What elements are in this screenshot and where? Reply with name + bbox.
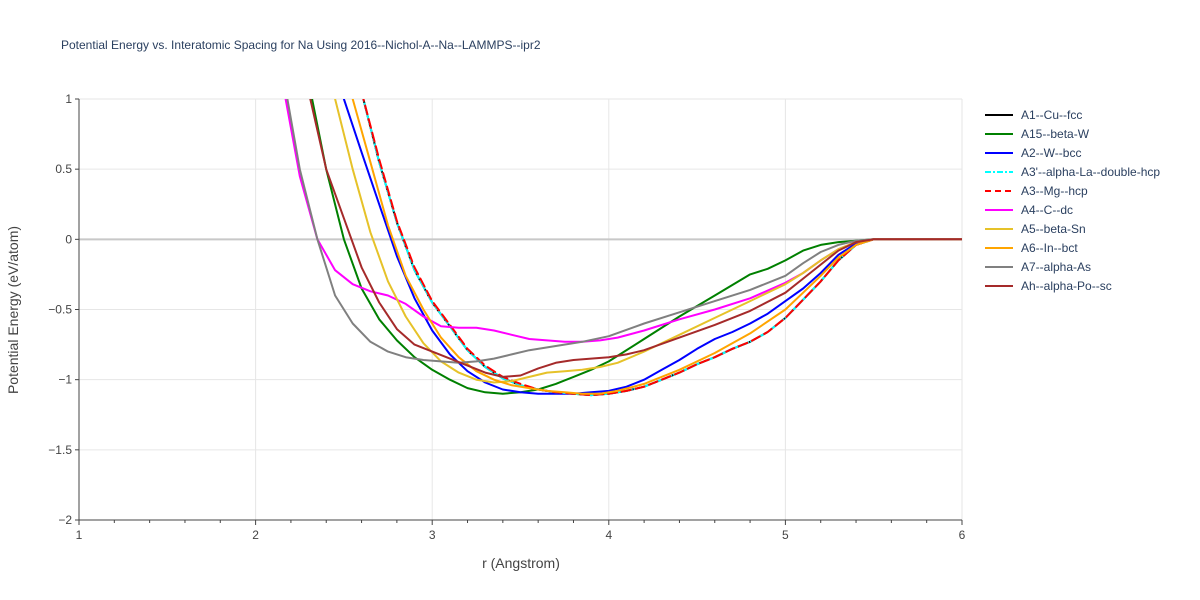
- legend-label: A7--alpha-As: [1021, 259, 1092, 274]
- x-tick-label: 2: [252, 528, 259, 542]
- legend-item[interactable]: A1--Cu--fcc: [984, 105, 1160, 124]
- legend-item[interactable]: A3--Mg--hcp: [984, 181, 1160, 200]
- y-tick-label: −2: [58, 513, 72, 527]
- x-axis-title: r (Angstrom): [482, 555, 560, 571]
- series-line-4: [362, 99, 962, 397]
- x-tick-label: 4: [605, 528, 612, 542]
- legend-label: A2--W--bcc: [1021, 145, 1082, 160]
- legend-label: A1--Cu--fcc: [1021, 107, 1083, 122]
- legend-label: A3'--alpha-La--double-hcp: [1021, 164, 1161, 179]
- legend-swatch: [984, 208, 1014, 212]
- series-line-9: [309, 99, 962, 378]
- legend-swatch: [984, 132, 1014, 136]
- legend-label: A4--C--dc: [1021, 202, 1074, 217]
- legend-label: A5--beta-Sn: [1021, 221, 1086, 236]
- legend-item[interactable]: A15--beta-W: [984, 124, 1160, 143]
- y-tick-label: 1: [65, 92, 72, 106]
- y-axis-title: Potential Energy (eV/atom): [5, 226, 21, 394]
- y-tick-label: −0.5: [48, 303, 72, 317]
- y-tick-label: −1: [58, 373, 72, 387]
- legend-item[interactable]: A7--alpha-As: [984, 257, 1160, 276]
- legend-swatch: [984, 189, 1014, 193]
- legend-swatch: [984, 170, 1014, 174]
- y-tick-label: −1.5: [48, 443, 72, 457]
- legend-item[interactable]: A6--In--bct: [984, 238, 1160, 257]
- legend-item[interactable]: A4--C--dc: [984, 200, 1160, 219]
- x-tick-label: 6: [959, 528, 966, 542]
- grid-lines: [79, 98, 963, 521]
- legend-item[interactable]: Ah--alpha-Po--sc: [984, 276, 1160, 295]
- legend: A1--Cu--fcc A15--beta-W A2--W--bcc A3'--alp…: [984, 105, 1160, 295]
- series-line-1: [311, 99, 962, 395]
- legend-item[interactable]: A3'--alpha-La--double-hcp: [984, 162, 1160, 181]
- legend-swatch: [984, 284, 1014, 288]
- legend-swatch: [984, 265, 1014, 269]
- axes: 1 2 3 4 5 6 −2 −1.5 −1 −0.5 0 0.5 1: [48, 92, 965, 542]
- legend-swatch: [984, 227, 1014, 231]
- y-tick-label: 0.5: [55, 162, 72, 176]
- x-tick-label: 3: [429, 528, 436, 542]
- legend-swatch: [984, 246, 1014, 250]
- legend-label: Ah--alpha-Po--sc: [1021, 278, 1112, 293]
- x-tick-label: 1: [76, 528, 83, 542]
- series-lines: [284, 99, 962, 397]
- legend-swatch: [984, 113, 1014, 117]
- series-line-7: [351, 99, 962, 395]
- legend-swatch: [984, 151, 1014, 155]
- legend-label: A6--In--bct: [1021, 240, 1078, 255]
- legend-item[interactable]: A5--beta-Sn: [984, 219, 1160, 238]
- legend-label: A15--beta-W: [1021, 126, 1090, 141]
- legend-item[interactable]: A2--W--bcc: [984, 143, 1160, 162]
- series-line-8: [286, 99, 962, 364]
- series-line-6: [334, 99, 962, 384]
- series-line-2: [342, 99, 962, 395]
- y-tick-label: 0: [65, 232, 72, 246]
- legend-label: A3--Mg--hcp: [1021, 183, 1088, 198]
- x-tick-label: 5: [782, 528, 789, 542]
- chart-title: Potential Energy vs. Interatomic Spacing…: [61, 38, 541, 52]
